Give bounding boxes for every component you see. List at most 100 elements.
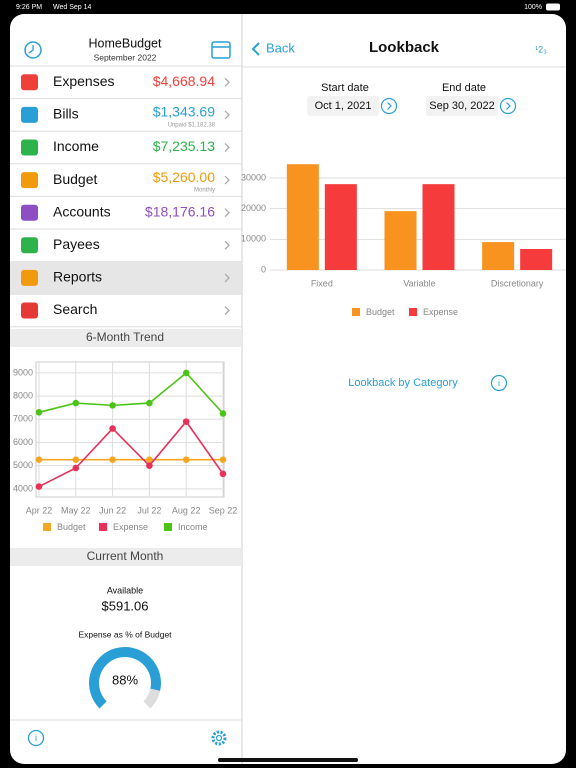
menu-label[interactable]: Expenses bbox=[53, 73, 114, 89]
end-date-label: End date bbox=[442, 82, 486, 94]
menu-label[interactable]: Income bbox=[53, 138, 99, 154]
point bbox=[35, 456, 43, 463]
menu-label[interactable]: Payees bbox=[53, 236, 100, 252]
point bbox=[146, 456, 153, 463]
available-value: $591.06 bbox=[102, 598, 149, 613]
x-tick-label: Jun 22 bbox=[99, 505, 126, 515]
bar bbox=[520, 248, 553, 270]
arrow bbox=[506, 102, 511, 110]
status-time: 9:26 PM bbox=[16, 4, 42, 11]
x-tick-label: Aug 22 bbox=[172, 505, 201, 515]
chevron bbox=[224, 240, 230, 250]
point bbox=[109, 456, 116, 463]
start-date-button[interactable] bbox=[380, 97, 398, 115]
line-series bbox=[38, 371, 224, 415]
menu-icon bbox=[21, 237, 38, 254]
point bbox=[72, 464, 80, 472]
clock-hands bbox=[28, 45, 34, 54]
start-date-label: Start date bbox=[321, 82, 369, 94]
y-tick-label: 8000 bbox=[13, 390, 33, 400]
menu-icon bbox=[21, 74, 38, 91]
menu-value: $5,260.00 bbox=[153, 169, 215, 185]
status-date: Wed Sep 14 bbox=[53, 4, 92, 11]
point bbox=[219, 470, 227, 478]
menu-value: $7,235.13 bbox=[153, 138, 215, 154]
menu-value: $18,176.16 bbox=[145, 203, 215, 219]
x-tick-label: Apr 22 bbox=[26, 505, 53, 515]
menu-icon bbox=[21, 139, 38, 156]
info-glyph: i bbox=[35, 733, 37, 743]
x-tick-label: May 22 bbox=[61, 505, 91, 515]
end-date-field[interactable] bbox=[426, 96, 498, 116]
legend-swatch bbox=[352, 308, 360, 316]
info-button[interactable] bbox=[27, 729, 45, 747]
legend-swatch bbox=[409, 308, 417, 316]
settings-center bbox=[215, 734, 223, 742]
clock-icon[interactable] bbox=[24, 41, 42, 59]
menu-label[interactable]: Bills bbox=[53, 106, 79, 122]
menu-label[interactable]: Reports bbox=[53, 269, 102, 285]
lookback-category-link[interactable]: Lookback by Category bbox=[348, 377, 458, 389]
arrow bbox=[387, 102, 392, 110]
point bbox=[146, 462, 153, 469]
calendar-icon[interactable] bbox=[211, 41, 231, 59]
y-tick-label: 9000 bbox=[13, 367, 33, 377]
current-month-title: Current Month bbox=[87, 549, 164, 563]
chevron bbox=[224, 110, 230, 120]
start-date[interactable]: Oct 1, 2021 bbox=[315, 100, 372, 112]
end-date[interactable]: Sep 30, 2022 bbox=[429, 100, 494, 112]
back-chevron[interactable] bbox=[251, 42, 260, 56]
x-tick-label: Fixed bbox=[311, 278, 333, 288]
point bbox=[35, 409, 43, 416]
legend-label: Budget bbox=[366, 307, 395, 317]
point bbox=[182, 418, 190, 425]
settings-button[interactable] bbox=[211, 730, 227, 746]
y-tick-label: 10000 bbox=[241, 234, 266, 244]
gauge-label: Expense as % of Budget bbox=[78, 629, 172, 639]
menu-note: Monthly bbox=[194, 188, 215, 194]
menu-icon bbox=[21, 172, 38, 189]
section-header-bg bbox=[10, 548, 242, 566]
y-tick-label: 5000 bbox=[13, 460, 33, 470]
end-date-button[interactable] bbox=[499, 97, 517, 115]
legend-swatch bbox=[99, 523, 107, 531]
x-tick-label: Sep 22 bbox=[209, 505, 238, 515]
x-tick-label: Discretionary bbox=[491, 278, 544, 288]
chevron bbox=[224, 273, 230, 283]
menu-label[interactable]: Budget bbox=[53, 171, 97, 187]
y-tick-label: 0 bbox=[261, 264, 266, 274]
menu-icon bbox=[21, 204, 38, 221]
x-tick-label: Variable bbox=[403, 278, 435, 288]
start-date-field[interactable] bbox=[307, 96, 379, 116]
point bbox=[146, 399, 153, 407]
app-subtitle: September 2022 bbox=[94, 52, 157, 62]
home-indicator bbox=[218, 758, 358, 762]
line-series bbox=[38, 420, 224, 488]
point bbox=[219, 410, 227, 417]
menu-value: $1,343.69 bbox=[153, 104, 215, 120]
point bbox=[72, 399, 80, 407]
chevron bbox=[224, 306, 230, 315]
bar bbox=[384, 211, 417, 270]
legend-label: Budget bbox=[57, 522, 86, 532]
legend-label: Expense bbox=[113, 522, 148, 532]
menu-label[interactable]: Search bbox=[53, 301, 97, 317]
battery-icon bbox=[546, 3, 560, 11]
category-info-button[interactable] bbox=[490, 374, 508, 392]
gauge-value bbox=[89, 647, 161, 709]
point bbox=[219, 456, 227, 463]
menu-label[interactable]: Accounts bbox=[53, 203, 111, 219]
chevron bbox=[224, 175, 230, 185]
bar bbox=[422, 184, 455, 270]
number-format-button[interactable]: ¹2₃ bbox=[535, 44, 547, 54]
gauge-value-label: 88% bbox=[112, 672, 138, 687]
legend-label: Expense bbox=[423, 307, 458, 317]
trend-title: 6-Month Trend bbox=[86, 330, 164, 344]
bar bbox=[286, 164, 319, 270]
back-button[interactable]: Back bbox=[266, 40, 295, 55]
point bbox=[182, 456, 190, 463]
chevron bbox=[224, 77, 230, 87]
status-battery: 100% bbox=[524, 4, 542, 11]
